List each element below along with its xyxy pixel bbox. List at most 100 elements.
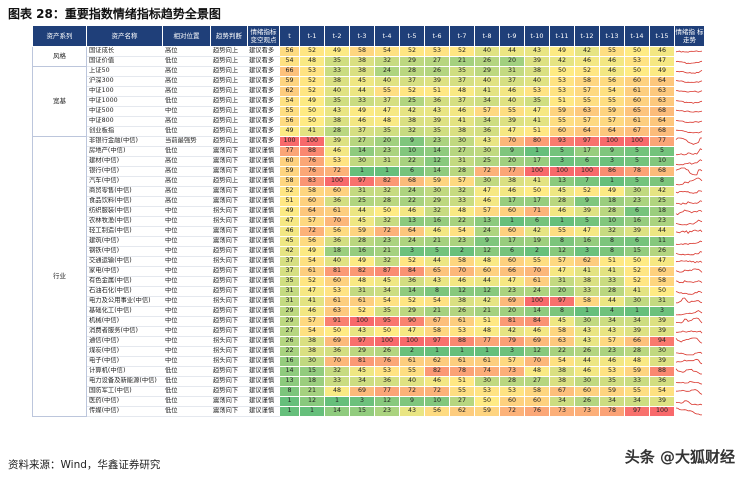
value-cell: 25 (474, 156, 500, 167)
value-cell: 24 (374, 66, 400, 77)
signal-cell: 建议谨慎 (247, 326, 280, 337)
sparkline (675, 219, 703, 226)
value-cell: 48 (449, 206, 475, 217)
value-cell: 16 (424, 216, 450, 227)
value-cell: 66 (624, 336, 650, 347)
value-cell: 15 (349, 406, 375, 417)
value-cell: 47 (499, 276, 525, 287)
value-cell: 48 (474, 256, 500, 267)
signal-cell: 建议看多 (247, 116, 280, 127)
sparkline (675, 240, 703, 246)
value-cell: 13 (549, 176, 575, 187)
value-cell: 43 (574, 326, 600, 337)
value-cell: 24 (399, 186, 425, 197)
sparkline (675, 310, 703, 316)
value-cell: 61 (349, 296, 375, 307)
value-cell: 46 (599, 356, 625, 367)
value-cell: 53 (424, 46, 450, 57)
asset-name-cell: 农林牧渔(中信) (86, 216, 163, 227)
value-cell: 100 (324, 176, 350, 187)
asset-name-cell: 中证1000 (86, 96, 163, 107)
value-cell: 10 (649, 156, 675, 167)
value-cell: 77 (649, 136, 675, 147)
value-cell: 60 (549, 126, 575, 137)
value-cell: 67 (549, 386, 575, 397)
value-cell: 36 (424, 96, 450, 107)
value-cell: 57 (599, 116, 625, 127)
value-cell: 76 (299, 156, 325, 167)
value-cell: 32 (599, 226, 625, 237)
value-cell: 72 (399, 386, 425, 397)
value-cell: 34 (474, 96, 500, 107)
value-cell: 8 (549, 236, 575, 247)
trend-cell: 震荡向下 (210, 156, 248, 167)
value-cell: 38 (449, 296, 475, 307)
header-cell: t-6 (424, 25, 450, 47)
sparkline-cell (674, 306, 705, 317)
value-cell: 60 (474, 266, 500, 277)
value-cell: 14 (424, 166, 450, 177)
value-cell: 53 (624, 56, 650, 67)
asset-name-cell: 消费者服务(中信) (86, 326, 163, 337)
value-cell: 53 (324, 286, 350, 297)
value-cell: 23 (624, 196, 650, 207)
value-cell: 60 (324, 186, 350, 197)
value-cell: 41 (474, 86, 500, 97)
value-cell: 40 (399, 376, 425, 387)
value-cell: 97 (349, 176, 375, 187)
value-cell: 16 (624, 216, 650, 227)
position-cell: 中位 (162, 256, 211, 267)
value-cell: 53 (299, 66, 325, 77)
value-cell: 34 (549, 396, 575, 407)
value-cell: 72 (374, 226, 400, 237)
value-cell: 8 (649, 176, 675, 187)
value-cell: 35 (279, 276, 300, 287)
value-cell: 57 (449, 176, 475, 187)
value-cell: 46 (499, 186, 525, 197)
value-cell: 42 (399, 106, 425, 117)
value-cell: 56 (279, 46, 300, 57)
value-cell: 61 (399, 356, 425, 367)
value-cell: 1 (599, 176, 625, 187)
value-cell: 46 (549, 206, 575, 217)
sparkline-cell (674, 156, 705, 167)
value-cell: 18 (649, 206, 675, 217)
value-cell: 58 (549, 326, 575, 337)
value-cell: 65 (624, 106, 650, 117)
value-cell: 3 (549, 156, 575, 167)
sparkline (675, 209, 703, 216)
value-cell: 51 (279, 196, 300, 207)
value-cell: 41 (299, 296, 325, 307)
value-cell: 48 (449, 86, 475, 97)
value-cell: 81 (499, 316, 525, 327)
value-cell: 36 (649, 376, 675, 387)
value-cell: 69 (499, 296, 525, 307)
value-cell: 31 (374, 156, 400, 167)
value-cell: 30 (624, 186, 650, 197)
value-cell: 7 (574, 176, 600, 187)
value-cell: 54 (279, 96, 300, 107)
value-cell: 12 (299, 396, 325, 407)
value-cell: 48 (324, 386, 350, 397)
value-cell: 54 (299, 326, 325, 337)
header-cell: t-1 (299, 25, 325, 47)
asset-name-cell: 石油石化(中信) (86, 286, 163, 297)
value-cell: 16 (349, 246, 375, 257)
value-cell: 9 (399, 396, 425, 407)
value-cell: 68 (399, 176, 425, 187)
value-cell: 48 (349, 276, 375, 287)
value-cell: 11 (649, 236, 675, 247)
value-cell: 26 (574, 346, 600, 357)
sparkline (675, 368, 702, 375)
value-cell: 39 (499, 116, 525, 127)
position-cell: 中位 (162, 306, 211, 317)
sparkline-path (675, 137, 702, 145)
value-cell: 78 (624, 166, 650, 177)
value-cell: 47 (374, 106, 400, 117)
value-cell: 61 (624, 86, 650, 97)
value-cell: 10 (599, 216, 625, 227)
sparkline (675, 317, 703, 324)
position-cell: 高位 (162, 156, 211, 167)
value-cell: 12 (474, 286, 500, 297)
value-cell: 12 (474, 246, 500, 257)
